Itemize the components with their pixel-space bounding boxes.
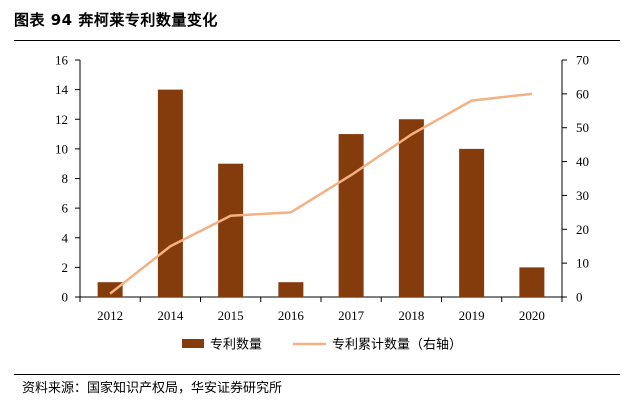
x-tick-label: 2014 xyxy=(157,308,184,323)
x-tick-label: 2019 xyxy=(459,308,485,323)
y-left-tick-label: 0 xyxy=(62,290,69,305)
bar xyxy=(459,148,485,297)
bar xyxy=(218,163,244,297)
y-right-tick-label: 20 xyxy=(576,222,589,237)
bar xyxy=(97,282,123,297)
chart-title: 图表 94 奔柯莱专利数量变化 xyxy=(14,11,218,29)
y-left-tick-label: 10 xyxy=(55,141,68,156)
cumulative-line xyxy=(109,92,533,295)
bar xyxy=(278,282,304,297)
x-tick-label: 2017 xyxy=(338,308,365,323)
y-right-tick-label: 60 xyxy=(576,86,589,101)
bar xyxy=(157,89,183,297)
legend-swatch-bars xyxy=(182,339,204,348)
bar xyxy=(398,119,424,297)
bar xyxy=(338,134,364,297)
y-right-tick-label: 40 xyxy=(576,154,589,169)
y-left-tick-label: 2 xyxy=(62,260,69,275)
bar xyxy=(519,267,545,297)
x-tick-label: 2020 xyxy=(519,308,545,323)
source-divider xyxy=(14,374,620,375)
y-left-tick-label: 16 xyxy=(55,53,69,68)
y-right-tick-label: 50 xyxy=(576,120,589,135)
y-right-tick-label: 0 xyxy=(576,290,583,305)
y-right-tick-label: 10 xyxy=(576,256,589,271)
x-tick-label: 2016 xyxy=(278,308,305,323)
y-right-tick-label: 70 xyxy=(576,53,589,68)
legend-label-bars: 专利数量 xyxy=(210,338,262,353)
legend-label-line: 专利累计数量（右轴） xyxy=(332,338,462,353)
source-note: 资料来源：国家知识产权局，华安证券研究所 xyxy=(22,381,283,396)
y-left-tick-label: 6 xyxy=(62,201,69,216)
x-tick-label: 2012 xyxy=(97,308,123,323)
y-left-tick-label: 14 xyxy=(55,82,69,97)
x-tick-label: 2015 xyxy=(218,308,244,323)
y-left-tick-label: 12 xyxy=(55,112,68,127)
y-left-tick-label: 8 xyxy=(62,171,69,186)
y-left-tick-label: 4 xyxy=(62,230,69,245)
x-tick-label: 2018 xyxy=(398,308,424,323)
title-divider xyxy=(14,40,620,41)
y-right-tick-label: 30 xyxy=(576,188,589,203)
